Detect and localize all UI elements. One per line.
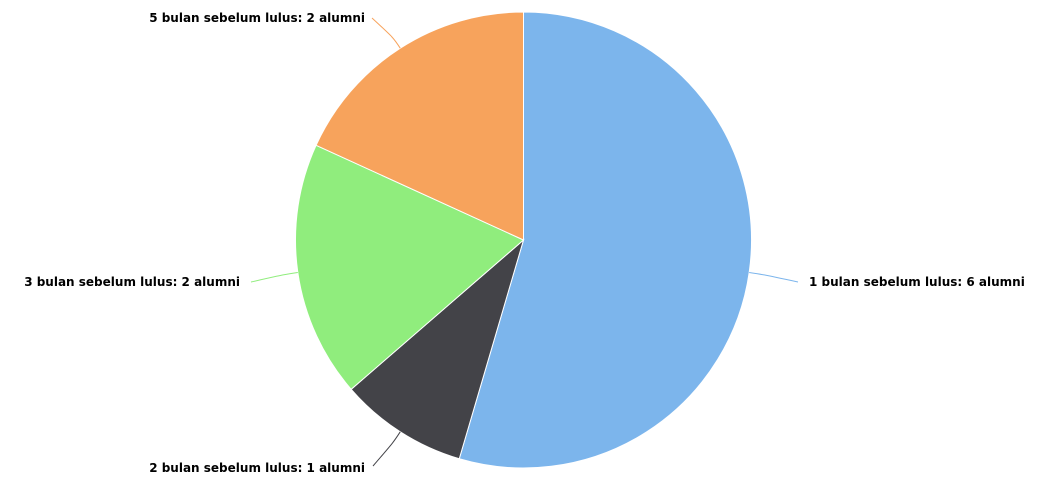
data-label-4: 5 bulan sebelum lulus: 2 alumni <box>149 11 365 25</box>
label-connector-2 <box>372 431 401 467</box>
pie-slices <box>295 11 753 469</box>
data-label-2: 2 bulan sebelum lulus: 1 alumni <box>149 461 365 475</box>
pie-slice-2[interactable] <box>350 238 525 460</box>
data-label-1: 1 bulan sebelum lulus: 6 alumni <box>809 275 1025 289</box>
label-connector-3 <box>250 271 298 283</box>
pie-slice-4[interactable] <box>315 11 524 241</box>
pie-slice-1[interactable] <box>458 11 753 469</box>
label-connectors <box>250 17 799 467</box>
label-connector-4 <box>371 17 401 49</box>
data-label-3: 3 bulan sebelum lulus: 2 alumni <box>24 275 240 289</box>
pie-slice-3[interactable] <box>295 144 525 391</box>
label-connector-1 <box>749 271 799 283</box>
data-labels: 1 bulan sebelum lulus: 6 alumni 2 bulan s… <box>24 11 1025 475</box>
